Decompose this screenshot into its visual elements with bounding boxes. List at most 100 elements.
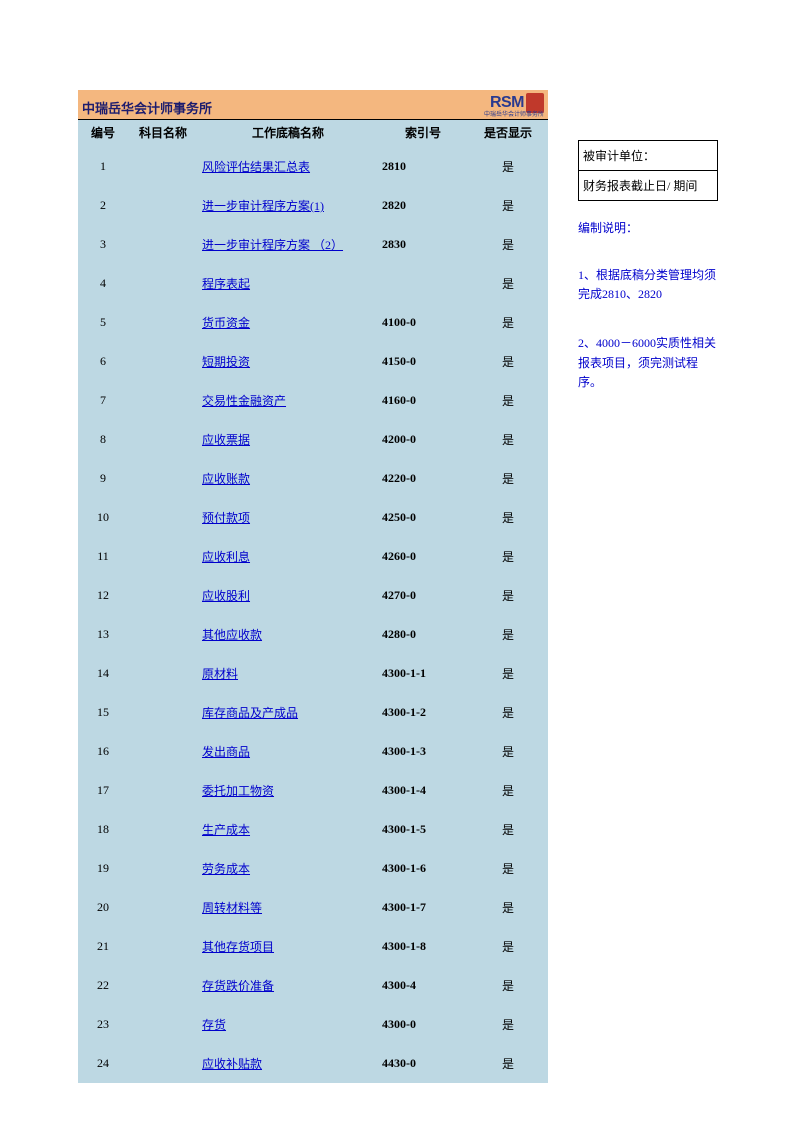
doc-link[interactable]: 应收票据 <box>202 433 250 447</box>
table-row: 19劳务成本4300-1-6是 <box>78 849 548 888</box>
table-row: 7交易性金融资产4160-0是 <box>78 381 548 420</box>
doc-link[interactable]: 应收利息 <box>202 550 250 564</box>
table-row: 17委托加工物资4300-1-4是 <box>78 771 548 810</box>
doc-link[interactable]: 劳务成本 <box>202 862 250 876</box>
cell-subject <box>128 654 198 693</box>
cell-docname: 预付款项 <box>198 498 378 537</box>
doc-link[interactable]: 应收补贴款 <box>202 1057 262 1071</box>
cell-index: 2820 <box>378 186 468 225</box>
cell-docname: 进一步审计程序方案 （2） <box>198 225 378 264</box>
table-row: 14原材料4300-1-1是 <box>78 654 548 693</box>
doc-link[interactable]: 其他应收款 <box>202 628 262 642</box>
side-heading: 编制说明： <box>578 219 718 236</box>
doc-link[interactable]: 货币资金 <box>202 316 250 330</box>
logo-subtext: 中瑞岳华会计师事务所 <box>484 109 544 118</box>
cell-docname: 其他应收款 <box>198 615 378 654</box>
cell-index: 4300-0 <box>378 1005 468 1044</box>
cell-docname: 劳务成本 <box>198 849 378 888</box>
cell-docname: 委托加工物资 <box>198 771 378 810</box>
cell-num: 5 <box>78 303 128 342</box>
cell-show: 是 <box>468 381 548 420</box>
cell-index: 4280-0 <box>378 615 468 654</box>
cell-docname: 货币资金 <box>198 303 378 342</box>
doc-link[interactable]: 发出商品 <box>202 745 250 759</box>
cell-num: 10 <box>78 498 128 537</box>
cell-show: 是 <box>468 264 548 303</box>
table-row: 6短期投资4150-0是 <box>78 342 548 381</box>
cell-subject <box>128 927 198 966</box>
cell-num: 24 <box>78 1044 128 1083</box>
cell-num: 1 <box>78 147 128 186</box>
doc-link[interactable]: 存货 <box>202 1018 226 1032</box>
cell-num: 9 <box>78 459 128 498</box>
doc-link[interactable]: 应收股利 <box>202 589 250 603</box>
header-bar: 中瑞岳华会计师事务所 RSM 中瑞岳华会计师事务所 <box>78 90 548 120</box>
cell-docname: 周转材料等 <box>198 888 378 927</box>
cell-subject <box>128 810 198 849</box>
cell-docname: 程序表起 <box>198 264 378 303</box>
cell-docname: 其他存货项目 <box>198 927 378 966</box>
table-container: 编号 科目名称 工作底稿名称 索引号 是否显示 1风险评估结果汇总表2810是2… <box>78 120 548 1083</box>
cell-show: 是 <box>468 849 548 888</box>
cell-index: 4430-0 <box>378 1044 468 1083</box>
cell-show: 是 <box>468 576 548 615</box>
cell-subject <box>128 498 198 537</box>
doc-link[interactable]: 风险评估结果汇总表 <box>202 160 310 174</box>
cell-index: 2810 <box>378 147 468 186</box>
cell-docname: 原材料 <box>198 654 378 693</box>
doc-link[interactable]: 其他存货项目 <box>202 940 274 954</box>
col-header-show: 是否显示 <box>468 120 548 147</box>
doc-link[interactable]: 生产成本 <box>202 823 250 837</box>
report-period-box: 财务报表截止日/ 期间 <box>578 170 718 201</box>
doc-link[interactable]: 预付款项 <box>202 511 250 525</box>
cell-show: 是 <box>468 1044 548 1083</box>
cell-subject <box>128 693 198 732</box>
cell-docname: 进一步审计程序方案(1) <box>198 186 378 225</box>
doc-link[interactable]: 应收账款 <box>202 472 250 486</box>
doc-link[interactable]: 交易性金融资产 <box>202 394 286 408</box>
cell-show: 是 <box>468 732 548 771</box>
doc-link[interactable]: 进一步审计程序方案(1) <box>202 199 324 213</box>
doc-link[interactable]: 周转材料等 <box>202 901 262 915</box>
doc-link[interactable]: 程序表起 <box>202 277 250 291</box>
cell-subject <box>128 732 198 771</box>
cell-index: 4150-0 <box>378 342 468 381</box>
cell-num: 2 <box>78 186 128 225</box>
cell-docname: 交易性金融资产 <box>198 381 378 420</box>
cell-docname: 库存商品及产成品 <box>198 693 378 732</box>
cell-num: 4 <box>78 264 128 303</box>
table-row: 2进一步审计程序方案(1)2820是 <box>78 186 548 225</box>
cell-show: 是 <box>468 147 548 186</box>
table-row: 3进一步审计程序方案 （2）2830是 <box>78 225 548 264</box>
table-body: 1风险评估结果汇总表2810是2进一步审计程序方案(1)2820是3进一步审计程… <box>78 147 548 1083</box>
table-row: 21其他存货项目4300-1-8是 <box>78 927 548 966</box>
cell-subject <box>128 1005 198 1044</box>
table-row: 23存货4300-0是 <box>78 1005 548 1044</box>
cell-index: 4300-1-8 <box>378 927 468 966</box>
cell-show: 是 <box>468 810 548 849</box>
doc-link[interactable]: 存货跌价准备 <box>202 979 274 993</box>
side-panel: 被审计单位： 财务报表截止日/ 期间 编制说明： 1、根据底稿分类管理均须完成2… <box>578 140 718 392</box>
side-note-2: 2、4000－6000实质性相关报表项目，须完测试程序。 <box>578 334 718 392</box>
cell-docname: 存货 <box>198 1005 378 1044</box>
cell-index <box>378 264 468 303</box>
table-row: 10预付款项4250-0是 <box>78 498 548 537</box>
doc-link[interactable]: 原材料 <box>202 667 238 681</box>
cell-num: 16 <box>78 732 128 771</box>
cell-subject <box>128 576 198 615</box>
table-row: 24 应收补贴款 4430-0是 <box>78 1044 548 1083</box>
cell-subject <box>128 771 198 810</box>
table-row: 1 风险评估结果汇总表 2810是 <box>78 147 548 186</box>
cell-num: 8 <box>78 420 128 459</box>
doc-link[interactable]: 进一步审计程序方案 （2） <box>202 238 343 252</box>
cell-index: 4100-0 <box>378 303 468 342</box>
cell-index: 4300-1-1 <box>378 654 468 693</box>
cell-subject <box>128 264 198 303</box>
cell-show: 是 <box>468 342 548 381</box>
cell-docname: 风险评估结果汇总表 <box>198 147 378 186</box>
cell-subject <box>128 888 198 927</box>
cell-subject <box>128 537 198 576</box>
doc-link[interactable]: 库存商品及产成品 <box>202 706 298 720</box>
doc-link[interactable]: 委托加工物资 <box>202 784 274 798</box>
doc-link[interactable]: 短期投资 <box>202 355 250 369</box>
